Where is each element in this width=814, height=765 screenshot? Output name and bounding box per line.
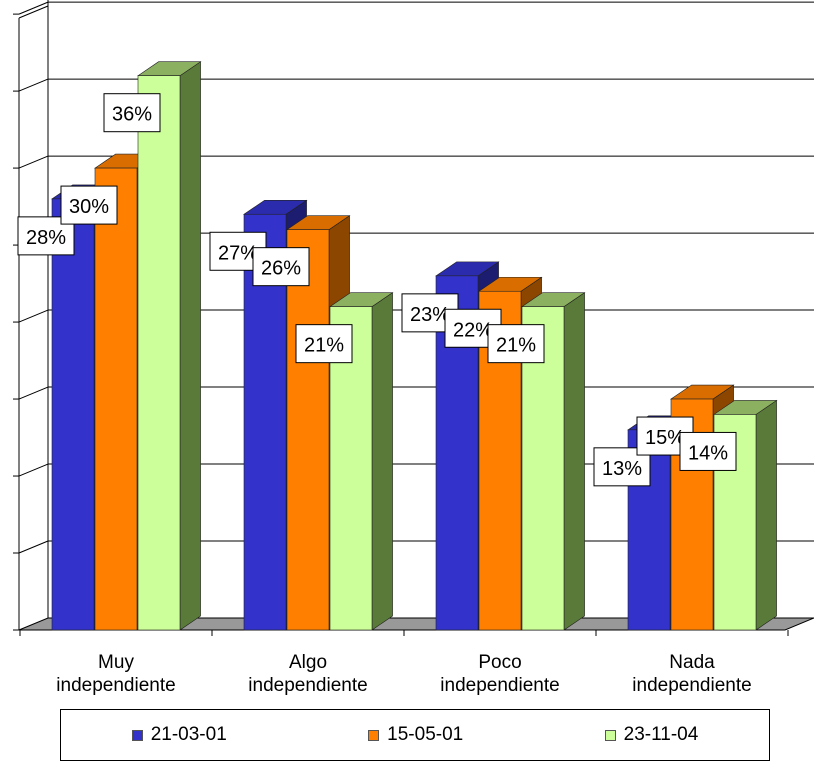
bar-side bbox=[563, 292, 585, 631]
bar-15-05-01-0 bbox=[94, 167, 138, 631]
bar-23-11-04-0 bbox=[137, 75, 181, 631]
legend-swatch-series-3 bbox=[604, 729, 616, 741]
legend-label-series-3: 23-11-04 bbox=[623, 724, 699, 745]
category-label-line: independiente bbox=[440, 675, 559, 696]
bar-side bbox=[371, 292, 393, 631]
gridline-side bbox=[18, 309, 49, 323]
legend: 21-03-01 15-05-01 23-11-04 bbox=[60, 709, 770, 761]
category-label: Algo independiente bbox=[248, 652, 367, 696]
legend-item-series-3: 23-11-04 bbox=[604, 724, 699, 746]
gridline-side bbox=[18, 78, 49, 92]
category-label: Muy independiente bbox=[56, 652, 175, 696]
data-label-box bbox=[60, 185, 118, 225]
legend-item-series-2: 15-05-01 bbox=[368, 724, 463, 746]
gridline-side bbox=[18, 386, 49, 400]
data-label: 15% bbox=[645, 427, 685, 449]
data-label: 22% bbox=[453, 319, 493, 341]
bar-side bbox=[179, 61, 201, 631]
legend-swatch-series-1 bbox=[131, 729, 143, 741]
data-label: 21% bbox=[304, 335, 344, 357]
category-label-line: Muy bbox=[98, 652, 134, 673]
data-label-box bbox=[103, 93, 161, 133]
bar-15-05-01-1 bbox=[286, 229, 330, 631]
chart-svg: 28%30%36%27%26%21%23%22%21%13%15%14%Muy i… bbox=[13, 0, 814, 696]
bar-21-03-01-0 bbox=[51, 198, 95, 631]
legend-label-series-1: 21-03-01 bbox=[150, 724, 227, 745]
data-label: 23% bbox=[410, 304, 450, 326]
category-label-line: Nada bbox=[669, 652, 715, 673]
left-wall-top-edge bbox=[18, 5, 49, 19]
category-label-line: Poco bbox=[478, 652, 521, 673]
data-label: 14% bbox=[688, 442, 728, 464]
data-label: 26% bbox=[261, 258, 301, 280]
category-label: Nada independiente bbox=[632, 652, 751, 696]
data-label: 36% bbox=[112, 104, 152, 126]
gridline-side bbox=[18, 155, 49, 169]
data-label-box bbox=[487, 324, 545, 364]
data-label: 28% bbox=[26, 227, 66, 249]
gridline-side bbox=[18, 540, 49, 554]
category-label-line: independiente bbox=[248, 675, 367, 696]
data-label-box bbox=[252, 247, 310, 287]
data-label: 27% bbox=[218, 242, 258, 264]
legend-swatch-series-2 bbox=[368, 729, 380, 741]
gridline-side bbox=[18, 463, 49, 477]
legend-item-series-1: 21-03-01 bbox=[131, 724, 227, 746]
data-label-box bbox=[679, 431, 737, 471]
category-label-line: independiente bbox=[632, 675, 751, 696]
bar-side bbox=[755, 399, 777, 631]
category-label-line: Algo bbox=[289, 652, 327, 673]
category-label: Poco independiente bbox=[440, 652, 559, 696]
gridline-side bbox=[18, 1, 49, 15]
data-label: 13% bbox=[602, 458, 642, 480]
data-label: 30% bbox=[69, 196, 109, 218]
legend-label-series-2: 15-05-01 bbox=[387, 724, 464, 745]
category-label-line: independiente bbox=[56, 675, 175, 696]
data-label-box bbox=[295, 324, 353, 364]
data-label: 21% bbox=[496, 335, 536, 357]
